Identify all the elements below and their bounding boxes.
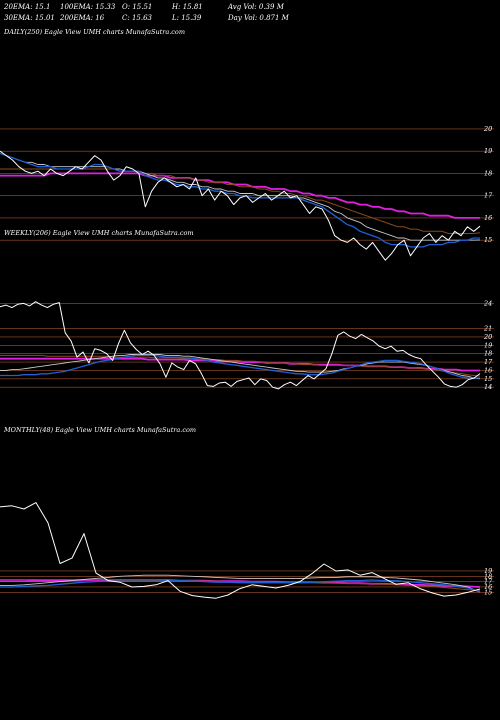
weekly-y-tick-label: 15 <box>484 375 492 383</box>
monthly-y-tick-label: 19 <box>484 567 492 575</box>
monthly-ema20-line <box>0 579 481 593</box>
header-open: O: 15.51 <box>122 3 152 11</box>
header-ema200: 200EMA: 16 <box>59 14 105 22</box>
daily-price-line <box>0 150 481 261</box>
monthly-y-tick-label: 18 <box>484 572 492 580</box>
weekly-ema30-line <box>0 354 481 380</box>
header-ema100: 100EMA: 15.33 <box>60 3 116 11</box>
header-close: C: 15.63 <box>122 14 153 22</box>
weekly-y-tick-label: 18 <box>484 350 492 358</box>
weekly-y-tick-label: 19 <box>484 341 492 349</box>
monthly-ema30-line <box>0 574 481 593</box>
daily-panel: 20 19 18 17 16 15 <box>0 125 494 261</box>
weekly-y-tick-label: 20 <box>483 333 492 341</box>
monthly-y-tick-label: 15 <box>484 588 492 596</box>
daily-panel-label: DAILY(250) Eagle View UMH charts MunafaS… <box>3 28 185 36</box>
header-ema30: 30EMA: 15.01 <box>4 14 55 22</box>
weekly-y-tick-label: 21 <box>483 325 492 333</box>
weekly-y-tick-label: 14 <box>484 383 492 391</box>
monthly-y-tick-label: 16 <box>484 583 492 591</box>
daily-y-tick-label: 19 <box>484 147 492 155</box>
weekly-y-tick-label: 17 <box>484 358 493 366</box>
daily-y-tick-label: 20 <box>483 125 492 133</box>
weekly-y-tick-label: 24 <box>483 299 492 307</box>
header-low: L: 15.39 <box>171 14 202 22</box>
header-avg-vol: Avg Vol: 0.39 M <box>227 3 285 11</box>
daily-y-tick-label: 16 <box>484 214 492 222</box>
daily-y-tick-label: 15 <box>484 236 492 244</box>
daily-ema30-line <box>0 152 481 241</box>
header-high: H: 15.81 <box>171 3 203 11</box>
weekly-panel-label: WEEKLY(206) Eagle View UMH charts Munafa… <box>4 229 194 237</box>
weekly-ema100-line <box>0 354 481 377</box>
monthly-panel-label: MONTHLY(48) Eagle View UMH charts Munafa… <box>3 426 196 434</box>
daily-ema200-line <box>0 172 480 219</box>
monthly-price-line <box>0 502 481 599</box>
daily-ema20-line <box>0 152 480 248</box>
weekly-y-tick-label: 16 <box>484 366 492 374</box>
daily-y-tick-label: 17 <box>484 192 493 200</box>
monthly-y-tick-label: 17 <box>484 578 493 586</box>
daily-y-tick-label: 18 <box>484 169 492 177</box>
header-ema20: 20EMA: 15.1 <box>3 3 50 11</box>
weekly-ema20-line <box>0 354 480 379</box>
header-day-vol: Day Vol: 0.871 M <box>227 14 290 22</box>
weekly-price-line <box>0 301 481 390</box>
header-stats: 20EMA: 15.1 100EMA: 15.33 O: 15.51 H: 15… <box>3 3 290 22</box>
